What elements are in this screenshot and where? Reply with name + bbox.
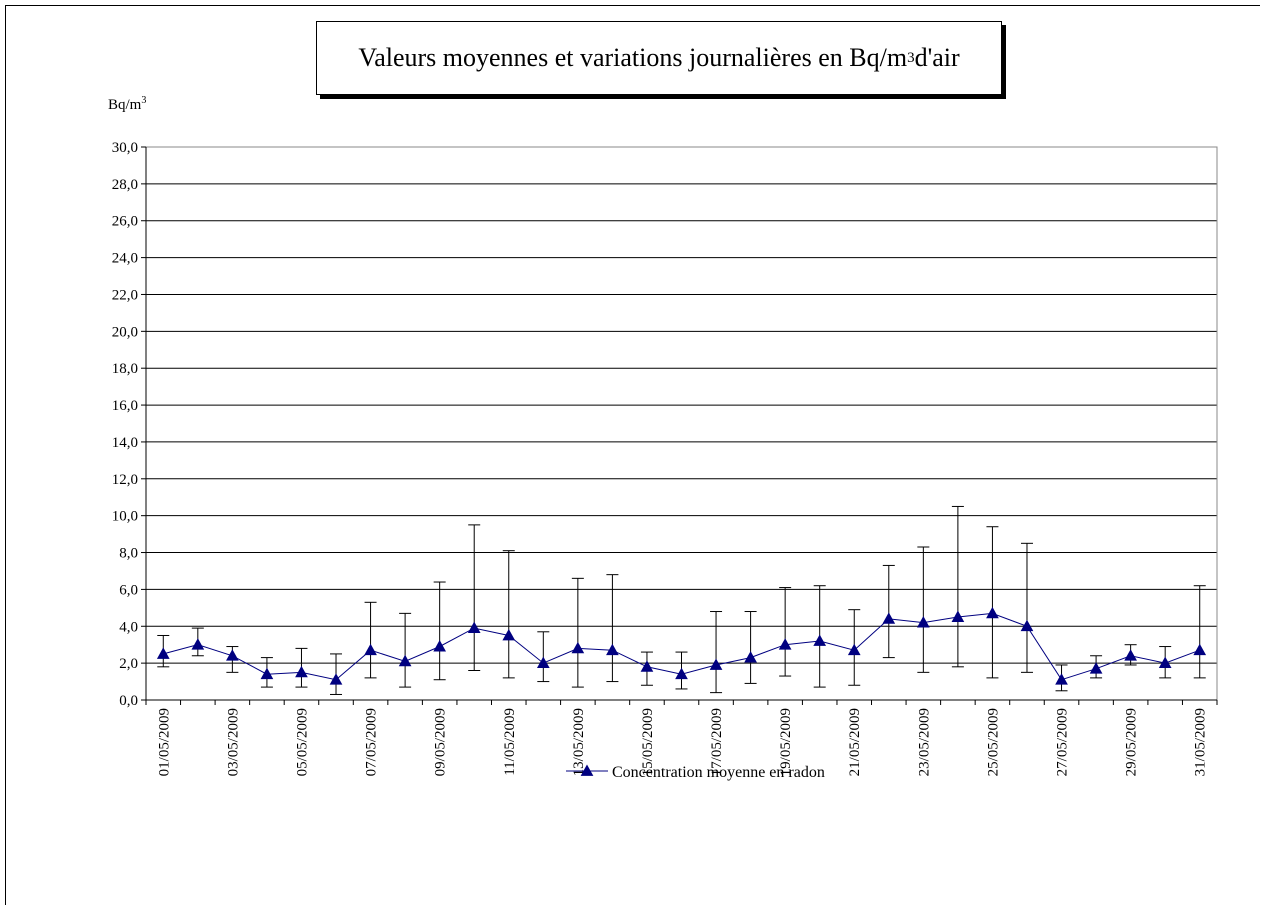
data-point (1020, 619, 1034, 632)
data-point (744, 651, 757, 663)
data-point (226, 649, 239, 661)
chart-title-text: Valeurs moyennes et variations journaliè… (358, 43, 908, 72)
y-tick-label: 28,0 (112, 177, 138, 193)
data-point (295, 665, 308, 678)
x-tick-label: 15/05/2009 (640, 708, 656, 776)
y-tick-label: 24,0 (112, 251, 138, 267)
x-tick-label: 03/05/2009 (225, 708, 241, 776)
y-axis-label-text: Bq/m (108, 97, 142, 113)
chart-title: Valeurs moyennes et variations journaliè… (316, 21, 1002, 95)
data-point (813, 634, 827, 646)
legend: Concentration moyenne en radon (566, 764, 825, 781)
x-tick-labels: 01/05/2009 03/05/2009 05/05/2009 07/05/2009… (156, 708, 1208, 776)
y-tick-label: 20,0 (112, 324, 138, 340)
data-point (709, 658, 723, 670)
x-tick-label: 19/05/2009 (778, 708, 794, 776)
y-tick-label: 22,0 (112, 287, 138, 303)
x-tick-label: 13/05/2009 (571, 708, 587, 776)
data-point (1158, 656, 1172, 669)
error-bars (157, 505, 1206, 695)
data-point (882, 612, 896, 624)
chart-title-sup: 3 (907, 49, 915, 66)
x-tick-label: 09/05/2009 (433, 708, 449, 776)
y-tick-labels: 0,0 2,0 4,0 6,0 8,0 10,0 12,0 14,0 16,0 18,0 20,0 2… (112, 140, 138, 709)
x-tick-label: 21/05/2009 (847, 708, 863, 776)
x-tick-label: 11/05/2009 (502, 708, 518, 776)
data-point (778, 638, 792, 650)
data-point (640, 660, 654, 672)
data-point (916, 616, 930, 628)
y-tick-label: 14,0 (112, 435, 138, 451)
grid-lines (146, 146, 1217, 664)
chart-title-suffix: d'air (914, 43, 960, 72)
y-tick-label: 6,0 (119, 582, 138, 598)
y-axis-label-sup: 3 (141, 95, 147, 106)
data-point (675, 667, 688, 680)
y-tick-label: 2,0 (119, 656, 138, 672)
data-point (467, 621, 481, 634)
x-tick-label: 05/05/2009 (294, 708, 310, 776)
data-point (1124, 649, 1137, 661)
data-point (502, 628, 516, 641)
data-point (260, 667, 274, 680)
x-tick-label: 01/05/2009 (156, 708, 172, 776)
y-tick-label: 16,0 (112, 398, 138, 414)
data-point (951, 610, 965, 622)
x-tick-label: 07/05/2009 (364, 708, 380, 776)
data-point (191, 638, 205, 650)
plot-area (145, 146, 1218, 701)
axes (141, 146, 1218, 705)
y-axis-label: Bq/m3 (108, 95, 146, 114)
x-tick-label: 25/05/2009 (985, 708, 1001, 776)
data-point (433, 640, 447, 652)
y-tick-label: 8,0 (119, 546, 138, 562)
x-tick-label: 23/05/2009 (916, 708, 932, 776)
x-tick-label: 27/05/2009 (1055, 708, 1071, 776)
x-tick-label: 31/05/2009 (1193, 708, 1209, 776)
y-tick-label: 30,0 (112, 140, 138, 156)
y-tick-label: 10,0 (112, 509, 138, 525)
y-tick-label: 0,0 (119, 693, 138, 709)
data-point (156, 647, 170, 659)
data-point (986, 606, 999, 619)
data-point (398, 654, 412, 667)
legend-marker (580, 764, 594, 776)
data-point (847, 643, 861, 656)
x-tick-label: 29/05/2009 (1124, 708, 1140, 776)
legend-label: Concentration moyenne en radon (612, 764, 825, 781)
data-point (571, 641, 585, 654)
chart-frame (5, 5, 1260, 905)
y-tick-label: 12,0 (112, 472, 138, 488)
y-tick-label: 4,0 (119, 619, 138, 635)
data-point (606, 643, 619, 656)
x-tick-label: 17/05/2009 (709, 708, 725, 776)
y-tick-label: 26,0 (112, 214, 138, 230)
series-markers (156, 606, 1207, 685)
data-point (1055, 673, 1068, 685)
data-point (364, 643, 377, 656)
data-point (536, 656, 550, 669)
y-tick-label: 18,0 (112, 361, 138, 377)
data-point (1193, 643, 1207, 656)
data-point (1089, 662, 1103, 674)
data-point (329, 673, 343, 685)
